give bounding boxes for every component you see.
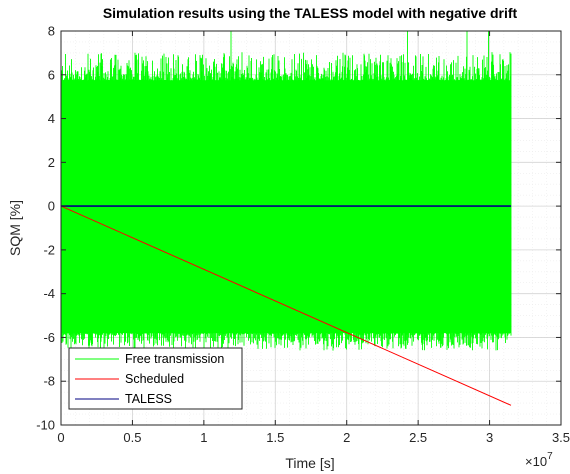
x-multiplier-base: ×10 bbox=[525, 454, 547, 469]
y-tick-label: -2 bbox=[43, 242, 55, 257]
y-tick-label: 2 bbox=[48, 155, 55, 170]
x-tick-label: 2 bbox=[343, 430, 350, 445]
y-tick-label: 0 bbox=[48, 199, 55, 214]
y-tick-label: -10 bbox=[36, 418, 55, 433]
y-axis-label: SQM [%] bbox=[7, 200, 23, 256]
x-multiplier-exponent: 7 bbox=[547, 451, 553, 462]
x-axis: 0 0.5 1 1.5 2 2.5 3 3.5 bbox=[57, 31, 570, 445]
x-tick-label: 1 bbox=[200, 430, 207, 445]
x-tick-label: 3.5 bbox=[552, 430, 570, 445]
legend: Free transmission Scheduled TALESS bbox=[68, 347, 243, 410]
legend-label-free-transmission: Free transmission bbox=[125, 352, 224, 366]
y-tick-label: 8 bbox=[48, 24, 55, 39]
series-scheduled bbox=[61, 205, 512, 406]
x-axis-label: Time [s] bbox=[285, 455, 334, 471]
x-multiplier: ×107 bbox=[525, 451, 553, 469]
x-tick-label: 2.5 bbox=[409, 430, 427, 445]
x-tick-label: 1.5 bbox=[266, 430, 284, 445]
y-tick-label: -4 bbox=[43, 286, 55, 301]
y-axis: -10 -8 -6 -4 -2 0 2 4 6 8 bbox=[36, 24, 561, 433]
y-tick-label: 4 bbox=[48, 111, 55, 126]
x-tick-label: 3 bbox=[486, 430, 493, 445]
legend-label-scheduled: Scheduled bbox=[125, 372, 184, 386]
plot-frame bbox=[60, 30, 562, 426]
x-tick-label: 0 bbox=[57, 430, 64, 445]
chart-title: Simulation results using the TALESS mode… bbox=[103, 5, 518, 21]
y-tick-label: -8 bbox=[43, 374, 55, 389]
series-layer bbox=[61, 31, 512, 406]
y-tick-label: -6 bbox=[43, 330, 55, 345]
x-tick-label: 0.5 bbox=[123, 430, 141, 445]
legend-label-taless: TALESS bbox=[125, 392, 172, 406]
y-tick-label: 6 bbox=[48, 67, 55, 82]
